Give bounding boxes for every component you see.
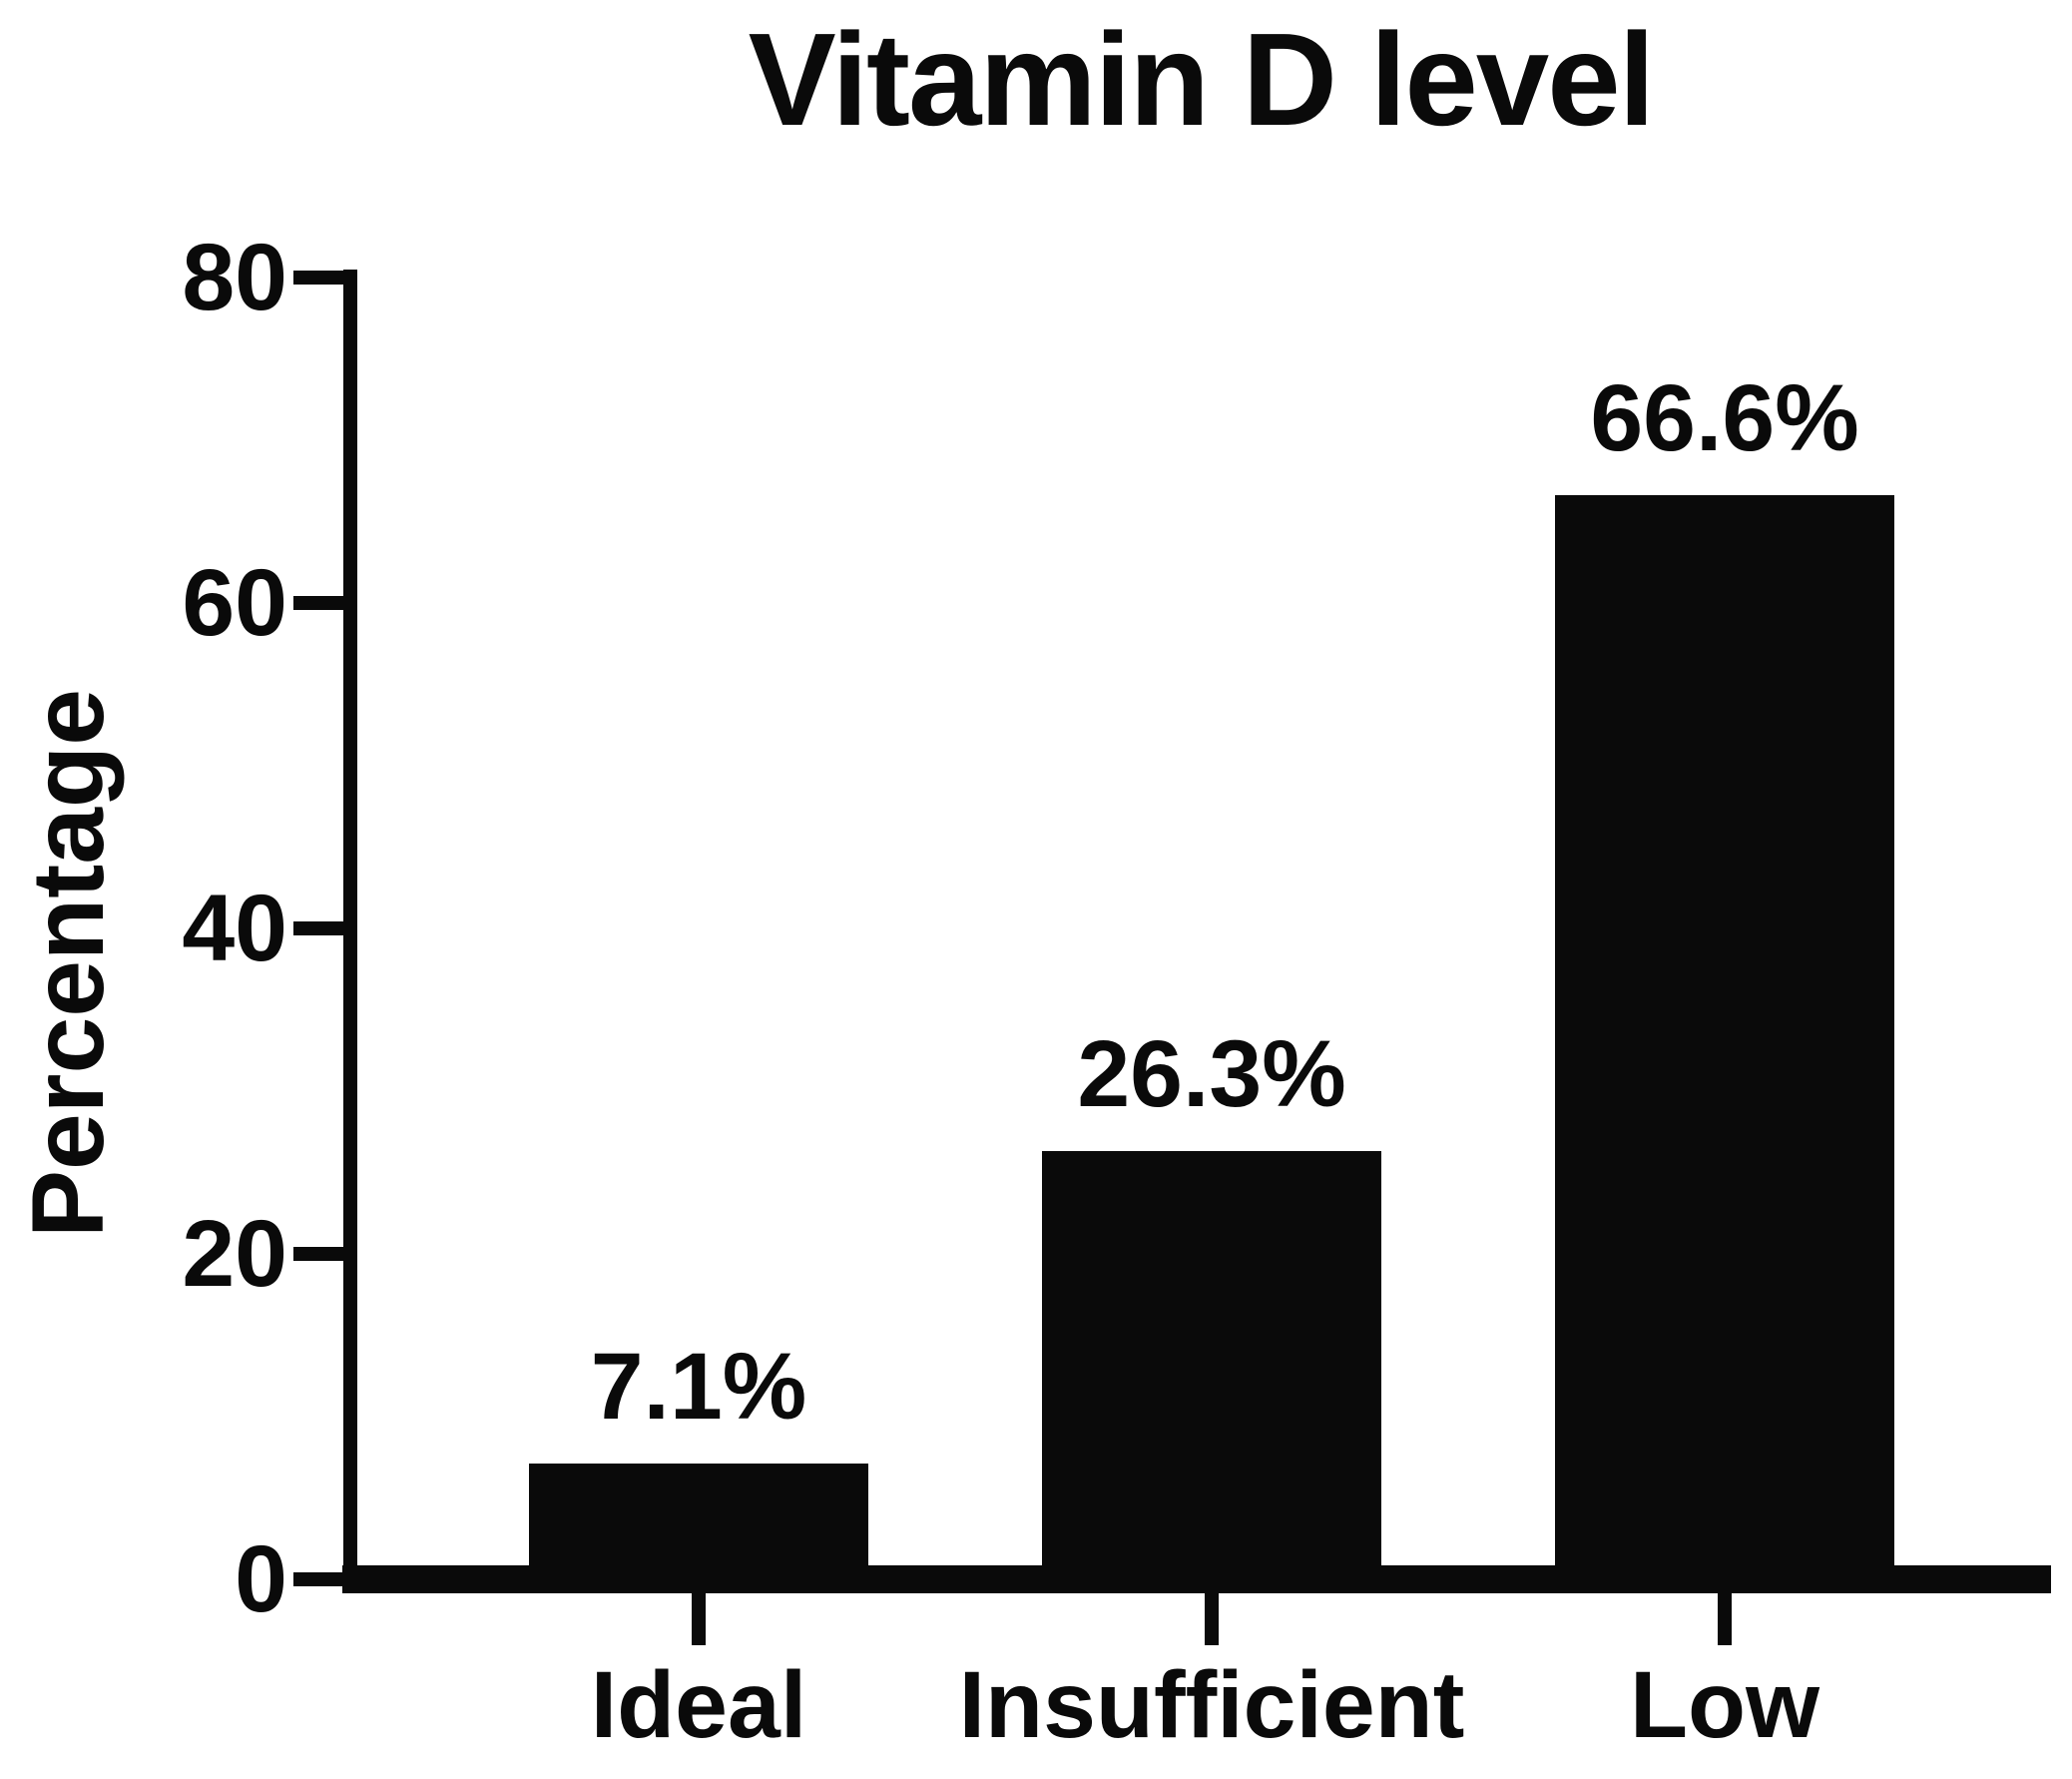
y-axis-line [343, 270, 357, 1593]
x-category-label-insufficient: Insufficient [958, 1652, 1465, 1758]
y-axis-tick-mark [293, 1572, 343, 1586]
x-axis-tick-mark [1718, 1593, 1732, 1645]
y-axis-tick-mark [293, 1247, 343, 1261]
plot-area: 7.1% 26.3% 66.6% [293, 270, 2051, 1593]
y-axis-tick-label: 80 [182, 225, 287, 330]
bar-value-label: 7.1% [590, 1334, 807, 1440]
chart-title: Vitamin D level [748, 6, 1656, 153]
y-axis-tick-mark [293, 596, 343, 610]
y-axis-tick-mark [293, 271, 343, 285]
bar-value-label: 26.3% [1077, 1021, 1346, 1127]
bar-low [1555, 495, 1894, 1593]
y-axis-tick-label: 40 [182, 876, 287, 981]
y-axis-tick-mark [293, 921, 343, 935]
bar-insufficient [1042, 1151, 1381, 1593]
y-axis-tick-label: 60 [182, 550, 287, 656]
x-category-label-ideal: Ideal [590, 1652, 807, 1758]
y-axis-tick-label: 20 [182, 1201, 287, 1307]
x-axis-tick-mark [1205, 1593, 1219, 1645]
bar-value-label: 66.6% [1590, 365, 1859, 471]
x-axis-tick-mark [692, 1593, 706, 1645]
y-axis-tick-label: 0 [235, 1526, 287, 1632]
bar-ideal [529, 1464, 868, 1593]
x-category-label-low: Low [1630, 1652, 1819, 1758]
